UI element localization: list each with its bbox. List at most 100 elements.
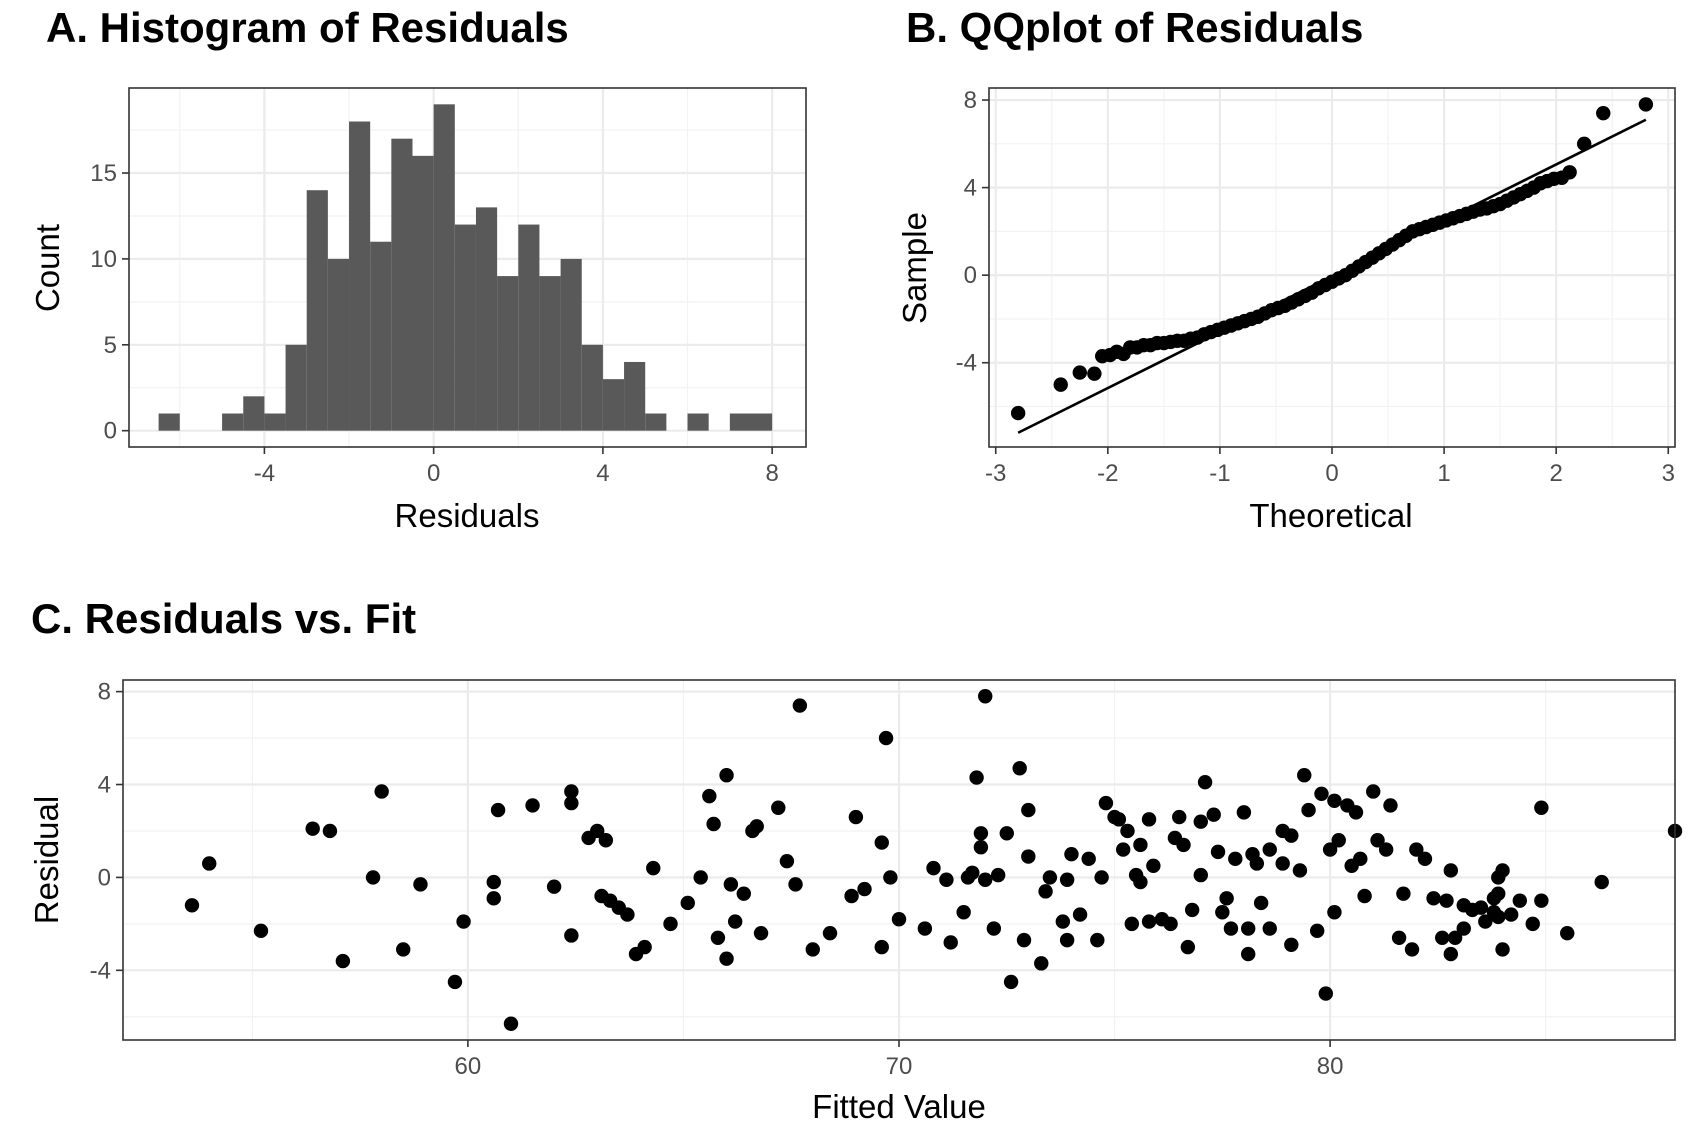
residual-point [727, 914, 743, 929]
residual-point [1262, 921, 1277, 936]
residual-point [1284, 828, 1299, 843]
residual-point [1111, 812, 1127, 827]
residual-point [878, 730, 894, 746]
residual-point [564, 784, 579, 799]
histogram-bar [158, 413, 180, 431]
residual-point [1435, 930, 1450, 946]
residual-point [486, 891, 501, 906]
residual-point [1064, 846, 1079, 862]
residual-point [525, 798, 540, 813]
residual-point [1016, 932, 1032, 948]
residual-point [564, 795, 579, 811]
histogram-bar [645, 413, 667, 431]
residual-point [883, 870, 898, 885]
residuals-vs-fit-title: C. Residuals vs. Fit [31, 595, 416, 642]
qqplot-title: B. QQplot of Residuals [906, 4, 1363, 51]
x-tick-label: 4 [596, 460, 609, 487]
residual-point [1184, 902, 1200, 918]
residual-point [1443, 863, 1459, 878]
qq-point [1010, 405, 1026, 421]
y-tick-label: 5 [104, 332, 117, 359]
residual-point [447, 974, 463, 990]
residual-point [1042, 870, 1058, 885]
residual-point [753, 925, 769, 941]
y-tick-label: 15 [90, 160, 117, 187]
residual-point [749, 819, 764, 834]
residual-point [1223, 921, 1239, 936]
residual-point [598, 833, 614, 848]
residual-point [1357, 888, 1372, 904]
residual-point [822, 925, 838, 941]
residual-point [1059, 872, 1075, 887]
histogram-bar [687, 413, 709, 431]
residual-point [1133, 874, 1148, 890]
residual-point [1560, 925, 1575, 941]
residual-point [857, 881, 872, 897]
qq-point [1562, 165, 1577, 180]
qq-point [1087, 366, 1102, 381]
residual-point [1594, 874, 1609, 890]
residual-point [693, 870, 708, 885]
residual-point [335, 953, 351, 969]
residual-point [374, 784, 389, 799]
residual-point [1176, 837, 1191, 853]
residual-point [1228, 851, 1243, 867]
residual-point [1478, 914, 1493, 929]
histogram-bar [560, 258, 582, 431]
residual-point [779, 853, 795, 869]
residuals-vs-fit-x-axis-title: Fitted Value [812, 1088, 986, 1125]
residual-point [1525, 916, 1540, 932]
residual-point [456, 914, 471, 929]
qqplot-x-axis-title: Theoretical [1249, 497, 1412, 534]
residual-point [1439, 893, 1454, 908]
residual-point [1327, 793, 1342, 808]
residual-point [1534, 893, 1549, 908]
residual-point [1172, 809, 1187, 825]
residual-point [1133, 837, 1148, 853]
residual-point [1353, 851, 1368, 867]
residual-point [413, 877, 428, 892]
histogram-bar [285, 344, 307, 431]
residual-point [1124, 916, 1140, 932]
residual-point [1309, 923, 1325, 939]
residual-point [1253, 895, 1269, 911]
residual-point [917, 921, 933, 936]
histogram-bar [349, 121, 371, 431]
residual-point [926, 860, 941, 876]
residual-point [184, 898, 200, 913]
residual-point [973, 826, 989, 841]
x-tick-label: -4 [254, 460, 275, 487]
residual-point [1331, 833, 1346, 848]
x-tick-label: -1 [1209, 460, 1230, 487]
histogram-bar [581, 344, 603, 431]
residual-point [956, 905, 971, 920]
residual-point [1034, 956, 1049, 971]
residual-point [1409, 842, 1424, 857]
qq-point [1577, 136, 1592, 152]
histogram-title: A. Histogram of Residuals [46, 4, 569, 51]
residual-point [848, 809, 864, 825]
residual-point [1090, 932, 1105, 948]
residual-point [969, 770, 984, 785]
residuals-vs-fit-y-axis-title: Residual [28, 796, 65, 924]
residual-point [1491, 886, 1506, 901]
residual-point [1495, 863, 1510, 878]
qq-point [1072, 365, 1087, 380]
histogram-panel: -4 0 4 8 0 5 10 15 A. Histogram of Residuals Resi… [29, 4, 807, 534]
residual-point [1284, 937, 1299, 952]
residual-point [1262, 842, 1277, 857]
residual-point [999, 826, 1014, 841]
residual-point [1366, 784, 1381, 799]
x-tick-label: -2 [1097, 460, 1118, 487]
histogram-bar [222, 413, 244, 431]
qq-points [1010, 97, 1654, 421]
residual-point [680, 895, 695, 911]
x-tick-label: 0 [427, 460, 440, 487]
residual-point [1327, 905, 1342, 920]
residual-point [1098, 795, 1114, 811]
residual-point [973, 840, 989, 855]
residual-point [1141, 812, 1157, 827]
histogram-bar [624, 361, 646, 431]
histogram-bar [412, 155, 434, 431]
